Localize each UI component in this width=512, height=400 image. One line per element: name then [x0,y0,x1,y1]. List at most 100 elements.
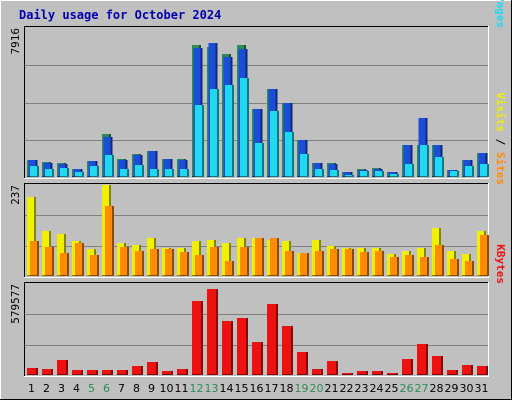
bar-pages-day-21 [330,170,339,177]
legend-visits: Visits [494,92,507,132]
bar-kbytes-day-28-face [432,356,441,374]
bar-pages-day-29 [450,171,459,177]
bar-kbytes-day-1-face [27,368,36,374]
bar-kbytes-day-12 [192,301,203,375]
bar-pages-day-6 [105,155,114,177]
bar-sites-day-25-face [390,257,397,275]
bar-sites-day-26-face [405,255,412,275]
x-tick-label-15: 15 [235,382,249,395]
bar-kbytes-day-10 [162,371,173,375]
bar-pages-day-8 [135,165,144,177]
panel-3: 579577 KBytes [9,244,507,377]
bar-pages-day-30 [465,166,474,177]
bar-sites-day-9-face [150,249,157,275]
bar-sites-day-10-face [165,249,172,275]
bar-pages-day-27-face [420,145,427,176]
bar-kbytes-day-10-face [162,371,171,374]
x-tick-label-14: 14 [220,382,234,395]
bar-pages-day-16 [255,143,264,177]
bar-pages-day-12 [195,105,204,177]
x-tick-label-6: 6 [103,382,110,395]
x-tick-label-9: 9 [148,382,155,395]
bar-sites-day-16-face [255,238,262,275]
bar-sites-day-14 [225,261,234,276]
bar-pages-day-13-face [210,89,217,176]
bar-kbytes-day-21-face [327,361,336,374]
bar-kbytes-day-26-face [402,359,411,374]
bar-kbytes-day-24-face [372,371,381,374]
bar-kbytes-day-23-face [357,371,366,374]
bar-files-day-9 [148,151,158,177]
panel-3-bars [27,289,488,375]
bar-kbytes-day-1 [27,368,38,375]
bar-pages-day-8-face [135,165,142,176]
bar-pages-day-4-face [75,172,82,176]
bar-visits-day-14 [222,243,231,276]
bar-kbytes-day-13-face [207,289,216,374]
bar-kbytes-day-22 [342,373,353,375]
panel-3-legend: KBytes [494,244,507,284]
bar-visits-day-1-face [27,197,34,275]
bar-files-day-11-face [178,160,186,176]
bar-sites-day-30-face [465,261,472,275]
x-tick-label-16: 16 [250,382,264,395]
bar-kbytes-day-4 [72,370,83,375]
bar-pages-day-26-face [405,164,412,176]
bar-sites-day-13 [210,247,219,276]
bar-sites-day-30 [465,261,474,276]
bar-kbytes-day-31-face [477,366,486,374]
bar-kbytes-day-24 [372,371,383,375]
bar-pages-day-23-face [360,171,367,176]
bar-pages-day-18 [285,132,294,177]
bar-sites-day-7 [120,247,129,276]
bar-files-day-16-face [253,109,261,176]
x-tick-label-19: 19 [295,382,309,395]
bar-kbytes-day-31 [477,366,488,375]
bar-pages-day-22-face [345,175,352,176]
bar-sites-day-19 [300,253,309,276]
x-tick-label-13: 13 [205,382,219,395]
bar-kbytes-day-30 [462,365,473,375]
bar-sites-day-14-face [225,261,232,275]
bar-kbytes-day-11 [177,369,188,375]
bar-pages-day-19 [300,154,309,177]
bar-pages-day-30-face [465,166,472,176]
x-tick-label-4: 4 [73,382,80,395]
x-tick-label-26: 26 [400,382,414,395]
bar-pages-day-24-face [375,171,382,176]
x-tick-label-21: 21 [325,382,339,395]
bar-pages-day-21-face [330,170,337,176]
bar-sites-day-29-face [450,259,457,275]
bar-kbytes-day-14-face [222,321,231,374]
bar-sites-day-27 [420,257,429,276]
bar-pages-day-25 [390,174,399,177]
bar-kbytes-day-26 [402,359,413,375]
bar-pages-day-2 [45,169,54,177]
bar-pages-day-7 [120,169,129,177]
bar-pages-day-5 [90,166,99,177]
bar-sites-day-8 [135,251,144,276]
bar-pages-day-19-face [300,154,307,176]
bar-sites-day-6 [105,206,114,276]
bar-sites-day-17 [270,238,279,276]
x-axis-labels: 1 2 3 4 5 6 7 8 9 10 11 12 13 14 15 16 17 18 19 20 21 22 23 24 2… [28,382,489,395]
bar-pages-day-11 [180,169,189,177]
bar-sites-day-3-face [60,253,67,275]
bar-sites-day-5 [90,255,99,276]
bar-sites-day-2-face [45,247,52,275]
panel-3-ymax-label: 579577 [9,284,22,324]
bar-sites-day-1 [30,241,39,276]
x-tick-label-2: 2 [43,382,50,395]
bar-pages-day-15 [240,78,249,177]
bar-visits-day-1 [27,197,36,276]
x-tick-label-31: 31 [475,382,489,395]
bar-sites-day-31 [480,235,489,276]
bar-kbytes-day-18 [282,326,293,375]
bar-sites-day-4-face [75,243,82,275]
bar-pages-day-18-face [285,132,292,176]
bar-visits-day-14-face [222,243,229,275]
x-tick-label-30: 30 [460,382,474,395]
bar-sites-day-13-face [210,247,217,275]
bar-sites-day-25 [390,257,399,276]
bar-kbytes-day-19-face [297,352,306,374]
